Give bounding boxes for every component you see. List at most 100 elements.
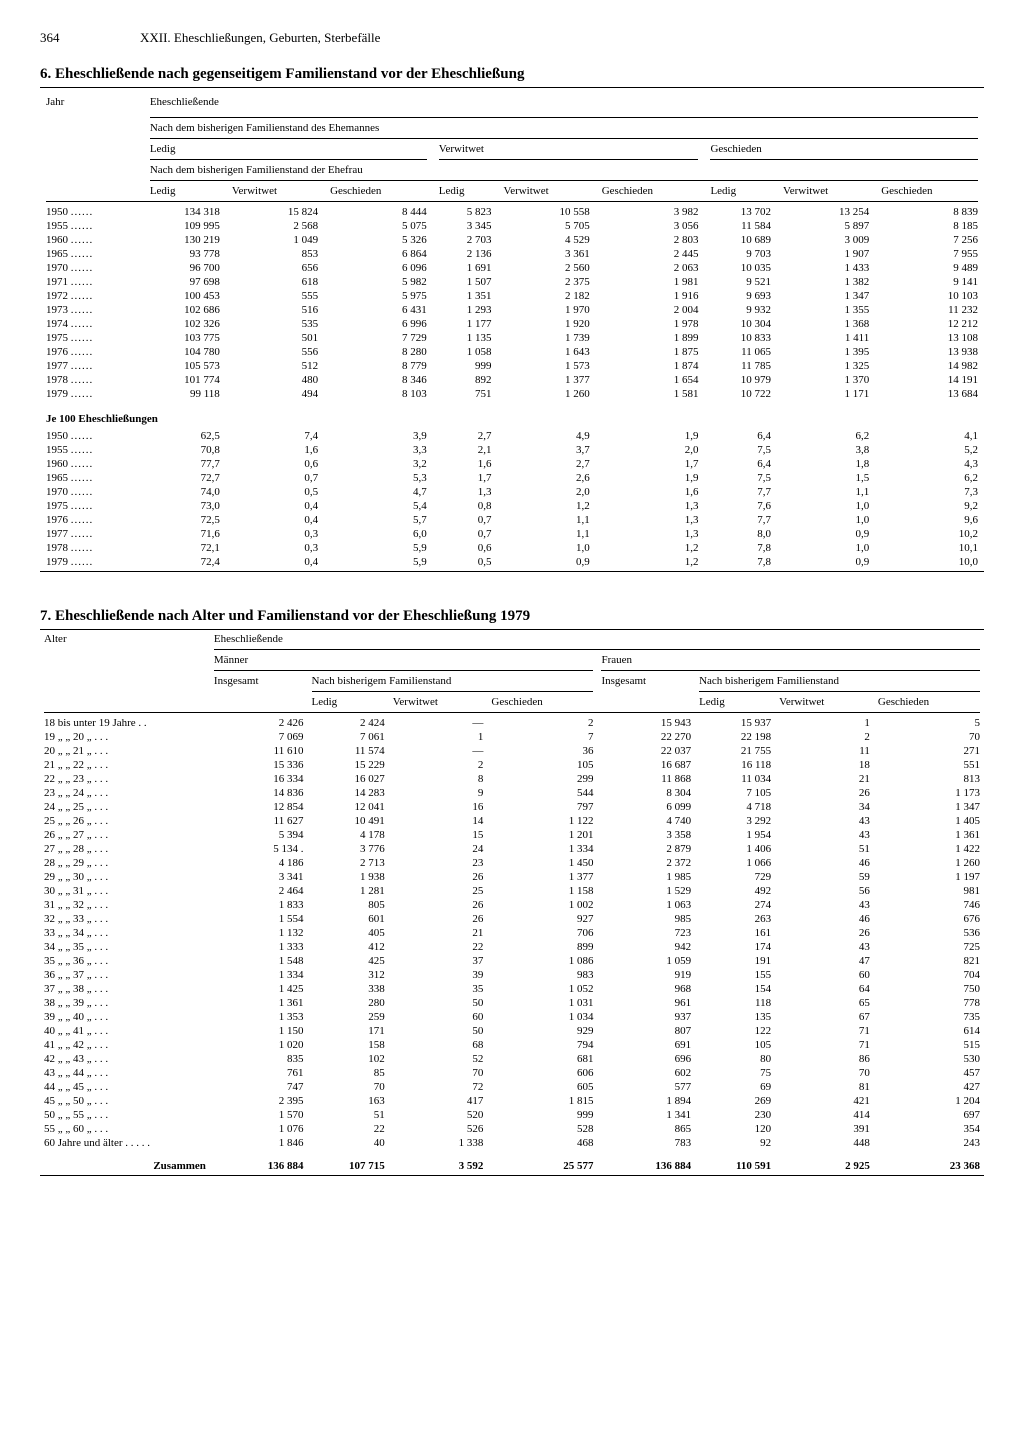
data-cell: 794 [487,1038,597,1052]
data-cell: 14 982 [875,359,984,373]
data-cell: 4,1 [875,429,984,443]
data-cell: 1 691 [433,261,498,275]
data-cell: 7,8 [704,541,777,555]
data-cell: 4 529 [497,233,595,247]
data-cell: 480 [226,373,324,387]
data-cell: 73,0 [144,499,226,513]
data-cell: 5 326 [324,233,433,247]
data-cell: 9,6 [875,513,984,527]
data-cell: 5,9 [324,541,433,555]
data-cell: 9 [389,786,488,800]
data-cell: 86 [775,1052,874,1066]
data-cell: 1,9 [596,429,705,443]
data-cell: 47 [775,954,874,968]
data-cell: 614 [874,1024,984,1038]
total-cell: 136 884 [597,1150,695,1173]
data-cell: 39 [389,968,488,982]
year-cell: 1972 ...... [40,289,144,303]
data-cell: 51 [775,842,874,856]
data-cell: 72,1 [144,541,226,555]
data-cell: 1,3 [433,485,498,499]
data-cell: 4,7 [324,485,433,499]
data-cell: 11 232 [875,303,984,317]
data-cell: 656 [226,261,324,275]
data-cell: 85 [308,1066,389,1080]
data-cell: 271 [874,744,984,758]
data-cell: 0,9 [777,527,875,541]
data-cell: 18 [775,758,874,772]
data-cell: 605 [487,1080,597,1094]
data-cell: 1 581 [596,387,705,401]
year-cell: 1978 ...... [40,373,144,387]
data-cell: 2 703 [433,233,498,247]
data-cell: 269 [695,1094,775,1108]
rule [40,571,984,572]
data-cell: 9 521 [704,275,777,289]
data-cell: 1 150 [210,1024,308,1038]
data-cell: 1 338 [389,1136,488,1150]
data-cell: 4 740 [597,814,695,828]
data-cell: 3 292 [695,814,775,828]
age-cell: 40 „ „ 41 „ . . . [40,1024,210,1038]
data-cell: 280 [308,996,389,1010]
data-cell: 4 186 [210,856,308,870]
data-cell: 93 778 [144,247,226,261]
data-cell: 1 739 [497,331,595,345]
data-cell: 526 [389,1122,488,1136]
data-cell: 1 034 [487,1010,597,1024]
data-cell: 67 [775,1010,874,1024]
data-cell: 70 [308,1080,389,1094]
data-cell: 13 938 [875,345,984,359]
data-cell: 1 899 [596,331,705,345]
data-cell: 70 [389,1066,488,1080]
data-cell: 105 [487,758,597,772]
table7: Alter Eheschließende Männer Frauen Insge… [40,632,984,1173]
data-cell: 118 [695,996,775,1010]
data-cell: 2 424 [308,716,389,730]
data-cell: 1 894 [597,1094,695,1108]
year-cell: 1965 ...... [40,247,144,261]
data-cell: 13 684 [875,387,984,401]
data-cell: 761 [210,1066,308,1080]
data-cell: 601 [308,912,389,926]
total-label: Zusammen [40,1150,210,1173]
table6-title: 6. Eheschließende nach gegenseitigem Fam… [40,66,984,83]
data-cell: 46 [775,912,874,926]
data-cell: 6,4 [704,457,777,471]
data-cell: 1 293 [433,303,498,317]
data-cell: 1 361 [874,828,984,842]
year-cell: 1971 ...... [40,275,144,289]
data-cell: 448 [775,1136,874,1150]
age-cell: 39 „ „ 40 „ . . . [40,1010,210,1024]
data-cell: 4 718 [695,800,775,814]
data-cell: 43 [775,814,874,828]
data-cell: 1 916 [596,289,705,303]
data-cell: 1 377 [487,870,597,884]
data-cell: 0,6 [226,457,324,471]
sub-col: Ledig [144,184,226,198]
sub-col: Geschieden [596,184,705,198]
data-cell: 15 937 [695,716,775,730]
data-cell: 8 779 [324,359,433,373]
data-cell: 414 [775,1108,874,1122]
data-cell: 243 [874,1136,984,1150]
data-cell: 2 375 [497,275,595,289]
data-cell: 725 [874,940,984,954]
sub-col: Verwitwet [226,184,324,198]
data-cell: 1 920 [497,317,595,331]
age-cell: 37 „ „ 38 „ . . . [40,982,210,996]
age-cell: 45 „ „ 50 „ . . . [40,1094,210,1108]
data-cell: 2 063 [596,261,705,275]
data-cell: 1,3 [596,499,705,513]
data-cell: 1,1 [497,527,595,541]
data-cell: 10 304 [704,317,777,331]
data-cell: 13 702 [704,205,777,219]
data-cell: 1 377 [497,373,595,387]
data-cell: 155 [695,968,775,982]
data-cell: 11 627 [210,814,308,828]
data-cell: 805 [308,898,389,912]
data-cell: 12 041 [308,800,389,814]
data-cell: 1 450 [487,856,597,870]
data-cell: 299 [487,772,597,786]
data-cell: 77,7 [144,457,226,471]
